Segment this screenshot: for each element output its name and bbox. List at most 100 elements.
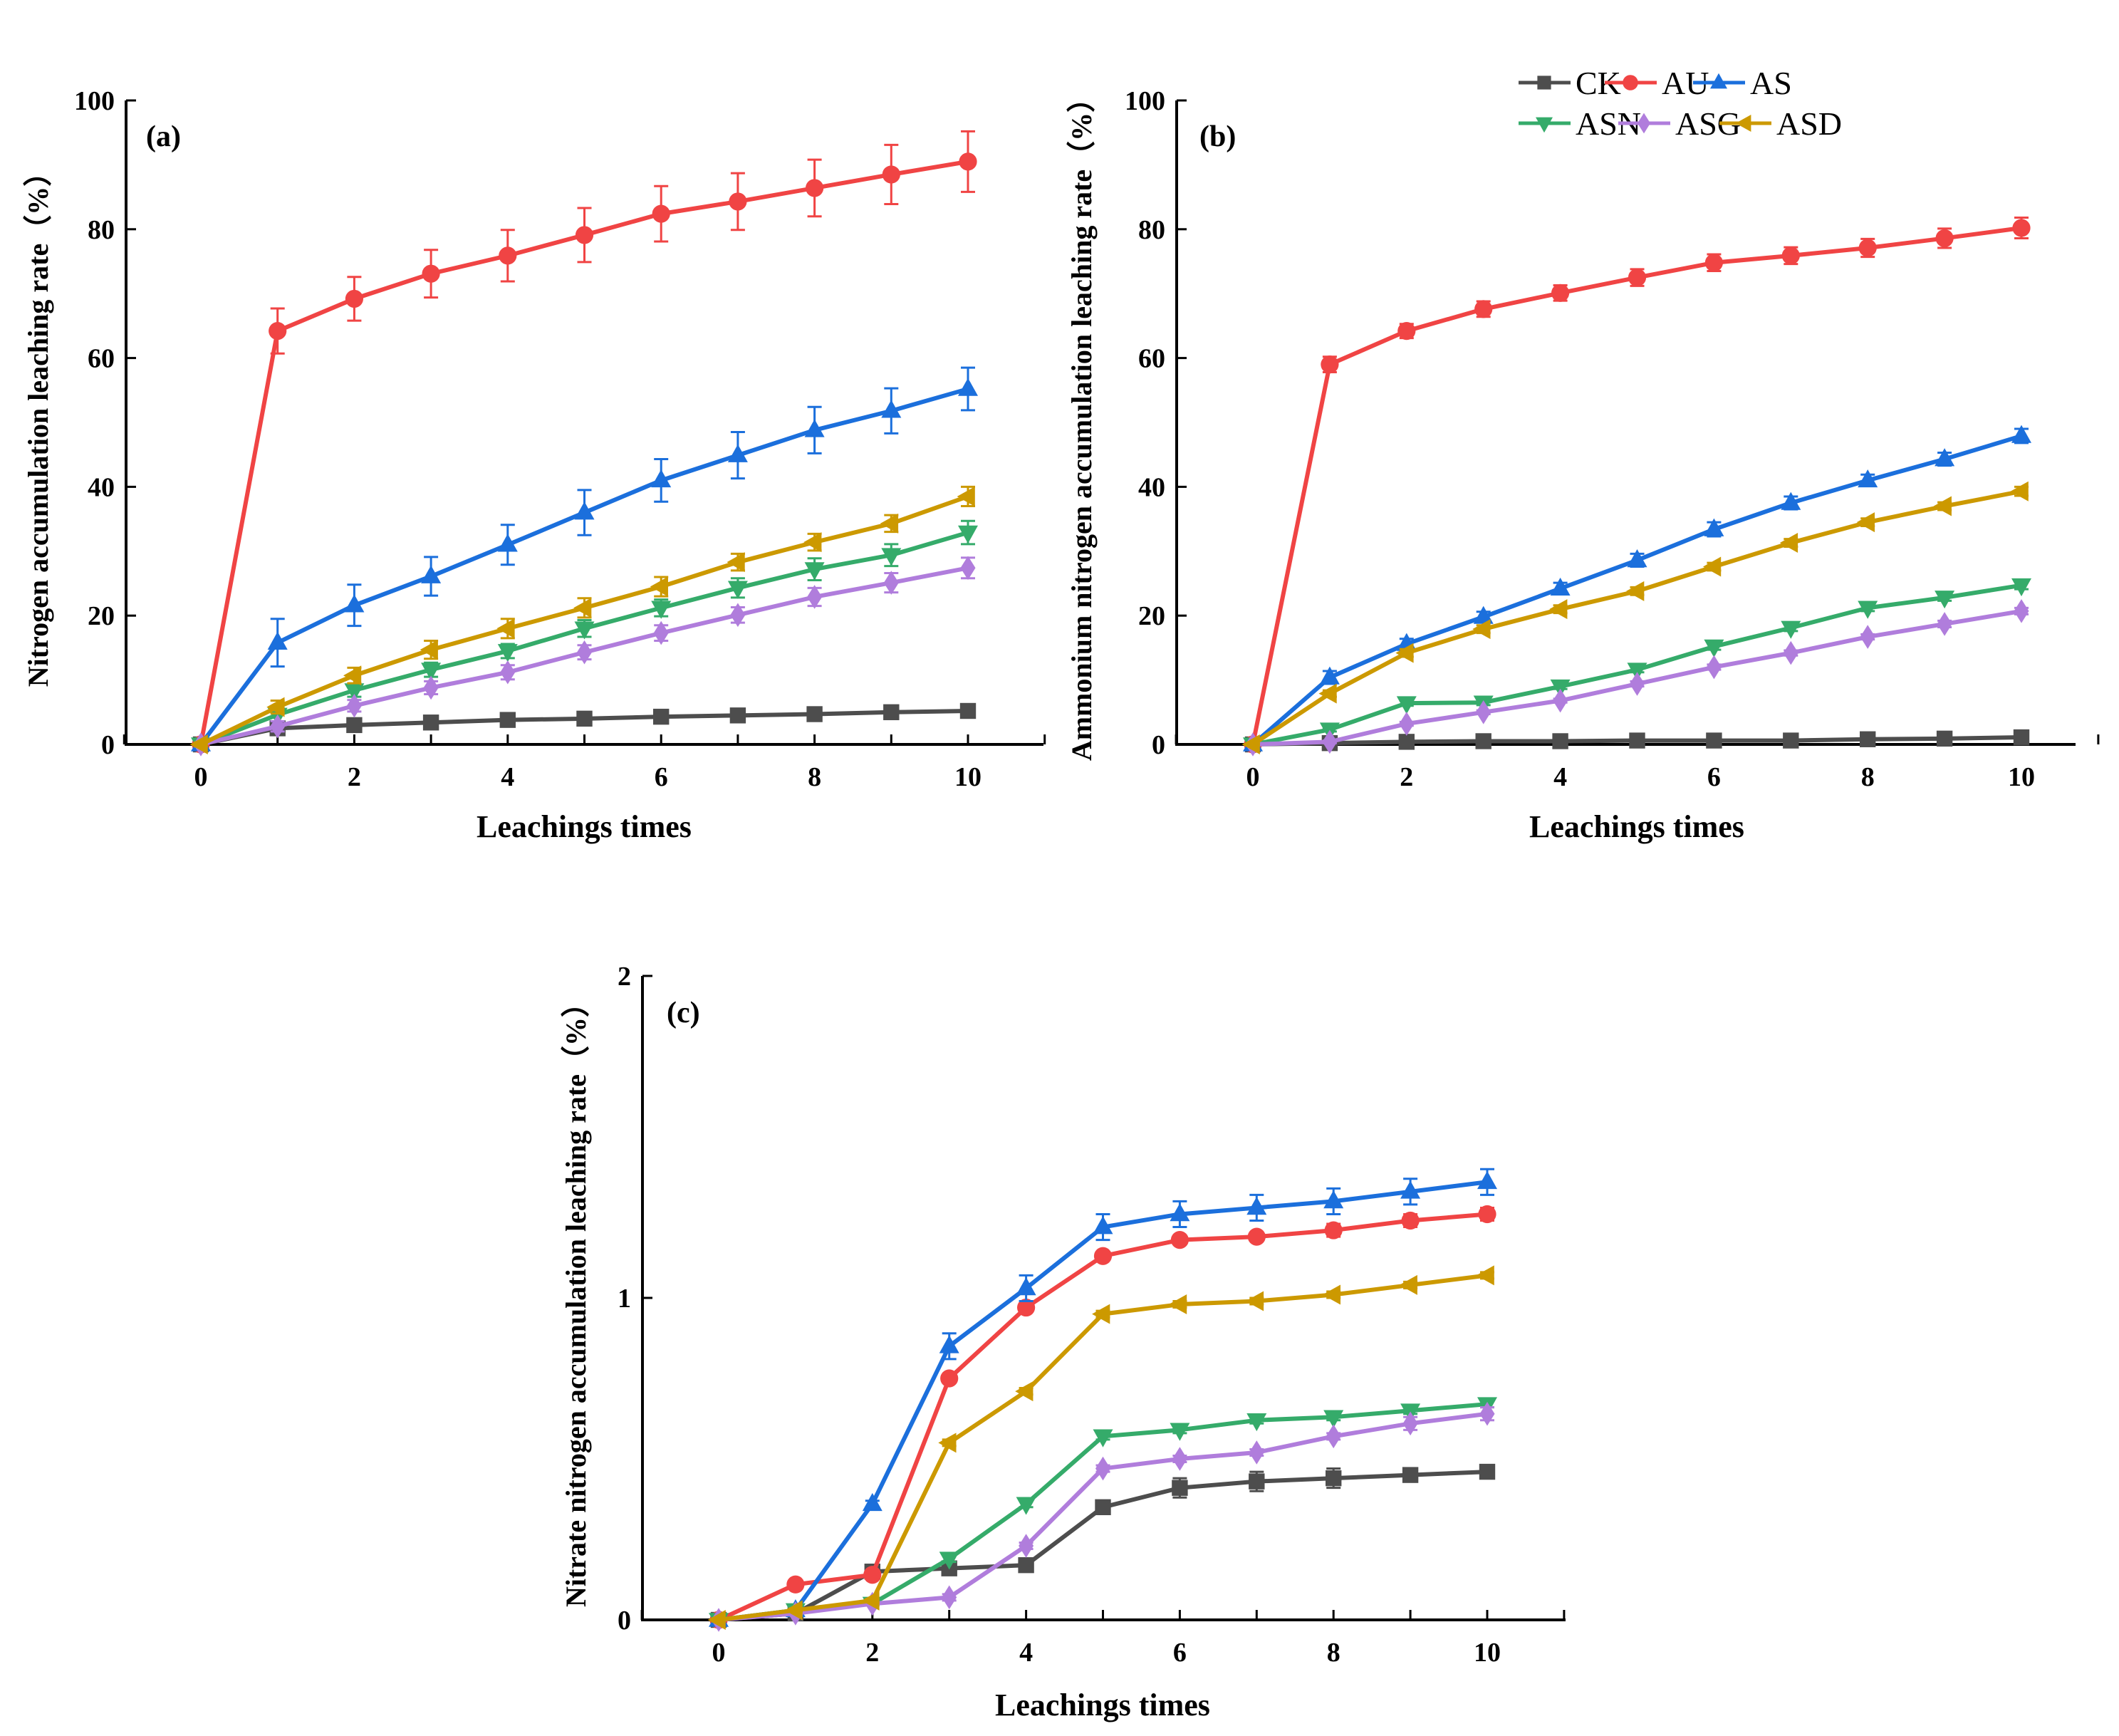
data-point-asg: [1402, 1411, 1418, 1436]
y-axis-title: Ammonium nitrogen accumulation leaching …: [1066, 84, 1098, 761]
data-point-asg: [1399, 712, 1415, 736]
data-point-ck: [1475, 733, 1491, 749]
data-point-as: [881, 400, 902, 418]
data-point-au: [940, 1369, 959, 1388]
panel-label: (b): [1199, 120, 1236, 153]
y-tick-label: 20: [88, 601, 115, 631]
data-point-asn: [1170, 1423, 1190, 1441]
data-point-as: [958, 378, 978, 396]
x-tick-label: 8: [808, 762, 821, 792]
data-point-asg: [730, 603, 746, 628]
series-asd: [189, 485, 975, 754]
y-tick-label: 60: [88, 344, 115, 374]
x-tick-label: 8: [1327, 1638, 1340, 1668]
data-point-as: [267, 631, 288, 650]
data-point-ck: [1936, 730, 1953, 747]
x-tick-label: 4: [1553, 762, 1567, 792]
data-point-as: [1627, 549, 1647, 568]
y-tick-label: 100: [74, 86, 115, 116]
data-point-ck: [959, 702, 977, 719]
data-point-au: [1397, 322, 1416, 341]
data-point-ck: [1629, 732, 1645, 749]
series-as: [709, 1168, 1497, 1627]
data-point-asn: [1016, 1497, 1036, 1515]
data-point-ck: [499, 712, 516, 728]
data-point-asg: [883, 571, 899, 595]
data-point-ck: [1860, 731, 1876, 747]
x-tick-label: 4: [501, 762, 514, 792]
data-point-au: [1628, 269, 1647, 287]
data-point-au: [575, 226, 594, 244]
data-point-as: [651, 469, 672, 488]
legend-marker: [1537, 76, 1551, 90]
y-tick-label: 0: [1152, 730, 1165, 760]
data-point-asg: [1553, 688, 1568, 713]
data-point-as: [1858, 469, 1878, 488]
data-point-asn: [1323, 1410, 1344, 1428]
data-point-as: [1781, 492, 1801, 510]
data-point-asd: [1241, 734, 1260, 754]
series-asd: [707, 1265, 1494, 1630]
data-point-ck: [1479, 1463, 1496, 1480]
y-tick-label: 1: [618, 1284, 631, 1314]
x-tick-label: 8: [1861, 762, 1875, 792]
data-point-ck: [1402, 1467, 1419, 1483]
data-point-as: [1170, 1203, 1190, 1222]
y-axis-title: Nitrate nitrogen accumulation leaching r…: [560, 989, 592, 1607]
data-point-ck: [1249, 1473, 1265, 1490]
data-point-au: [1858, 239, 1877, 257]
data-point-as: [1323, 1190, 1344, 1209]
data-point-au: [1474, 300, 1493, 318]
data-point-asd: [1245, 1291, 1264, 1311]
data-point-asg: [577, 640, 592, 665]
data-point-au: [1324, 1221, 1343, 1239]
data-point-asd: [861, 1590, 880, 1611]
data-point-au: [959, 152, 977, 171]
data-point-ck: [806, 706, 823, 722]
legend-marker: [1735, 115, 1751, 132]
data-point-au: [786, 1575, 805, 1594]
data-point-asg: [1095, 1456, 1110, 1481]
data-point-asg: [1249, 1440, 1264, 1465]
data-point-as: [727, 444, 748, 462]
data-point-ck: [1018, 1556, 1034, 1574]
data-point-ck: [729, 707, 746, 724]
x-tick-label: 6: [1707, 762, 1721, 792]
data-point-asd: [343, 665, 362, 686]
data-point-au: [1170, 1231, 1189, 1249]
data-point-au: [1935, 229, 1954, 248]
data-point-asd: [266, 697, 285, 717]
data-point-as: [1935, 448, 1955, 467]
data-point-au: [1093, 1247, 1113, 1265]
series-asn: [1243, 578, 2031, 756]
data-point-asn: [1781, 620, 1801, 639]
data-point-asn: [651, 601, 672, 619]
data-point-asg: [1019, 1534, 1034, 1558]
panel-label: (a): [146, 120, 181, 153]
data-point-asg: [1322, 729, 1338, 754]
x-tick-label: 2: [865, 1638, 879, 1668]
series-line-asd: [1251, 489, 2022, 747]
data-point-as: [862, 1492, 883, 1512]
series-au: [709, 1205, 1496, 1629]
data-point-asd: [1856, 512, 1875, 533]
data-point-ck: [883, 704, 900, 720]
y-tick-label: 20: [1138, 601, 1165, 631]
data-point-au: [863, 1566, 882, 1584]
legend-marker: [1536, 117, 1553, 133]
data-point-asn: [939, 1552, 959, 1570]
data-point-asd: [1779, 533, 1798, 553]
chart-panel-c: 0 2 4 6 8 10 0 1 2 Leachings times Nitrate nitroge…: [560, 962, 1566, 1722]
y-tick-label: 40: [1138, 472, 1165, 502]
data-point-ck: [2013, 729, 2030, 746]
data-point-ck: [1095, 1499, 1111, 1515]
data-point-asd: [1476, 1265, 1494, 1286]
data-point-au: [1247, 1227, 1266, 1246]
x-tick-label: 10: [954, 762, 982, 792]
data-point-asn: [421, 662, 442, 681]
data-point-asd: [573, 598, 592, 618]
data-point-asg: [1630, 672, 1645, 696]
data-point-ck: [1783, 732, 1799, 749]
